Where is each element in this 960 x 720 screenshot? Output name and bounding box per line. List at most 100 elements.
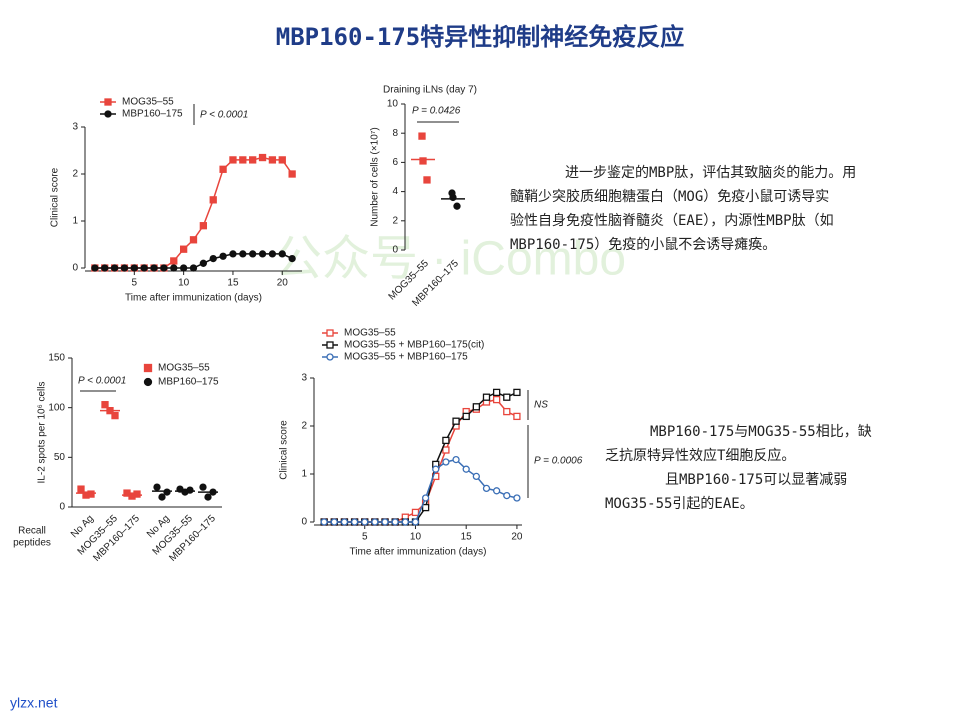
paragraph-line: 髓鞘少突胶质细胞糖蛋白（MOG）免疫小鼠可诱导实 [510,188,829,205]
marker [411,508,420,517]
marker [513,412,521,421]
marker [419,157,427,165]
marker [219,165,227,173]
marker [249,156,257,164]
paragraph-line: MOG35-55引起的EAE。 [605,496,754,512]
marker [77,485,85,493]
x-axis-label: Recall [18,526,46,537]
marker [361,518,369,526]
y-tick-label: 6 [392,157,398,168]
y-tick-label: 0 [59,502,65,513]
paragraph-line: 进一步鉴定的MBP肽，评估其致脑炎的能力。用 [565,165,856,181]
marker [453,202,461,210]
slide-title: MBP160-175特异性抑制神经免疫反应 [276,23,685,51]
legend-label: MOG35–55 [122,97,174,108]
marker [278,156,286,164]
y-tick-label: 0 [392,245,398,256]
marker [179,245,188,253]
marker [442,436,450,445]
marker [350,518,359,526]
x-tick-label: 5 [132,278,138,289]
marker [492,395,501,404]
annotation: P = 0.0006 [534,456,583,467]
marker [421,494,430,502]
marker [513,494,521,502]
marker [133,490,141,498]
y-axis-label: Clinical score [279,420,290,480]
marker [452,455,460,464]
y-tick-label: 8 [392,128,398,139]
marker [278,250,286,258]
y-tick-label: 0 [301,517,307,528]
marker [401,518,409,526]
marker [513,388,521,397]
legend-label: MOG35–55 + MBP160–175(cit) [344,340,484,351]
x-tick-label: 15 [227,278,239,289]
marker [411,518,420,526]
marker [340,518,349,526]
marker [204,493,212,501]
marker [288,170,296,178]
marker [326,353,334,361]
marker [150,264,158,272]
series-line [324,391,518,523]
annotation: NS [534,400,548,411]
marker [452,417,460,425]
marker [229,250,237,258]
marker [288,254,296,263]
marker [268,250,277,258]
paragraph-line: 验性自身免疫性脑脊髓炎（EAE），内源性MBP肽（如 [510,213,834,229]
marker [91,264,99,272]
marker [179,264,188,272]
y-tick-label: 50 [54,452,66,463]
x-axis-label: Time after immunization (days) [125,293,262,304]
y-tick-label: 1 [301,469,307,480]
marker [163,488,171,496]
y-tick-label: 2 [72,169,78,180]
marker [158,493,166,501]
y-tick-label: 1 [72,216,78,227]
y-tick-label: 10 [387,99,399,110]
marker [120,264,129,272]
watermark: 公众号 · iCombo [274,233,626,286]
marker [101,401,109,409]
y-axis-label: Clinical score [50,167,61,227]
marker [482,393,491,401]
marker [462,465,470,473]
marker [418,132,426,140]
x-axis-label: Time after immunization (days) [350,547,487,558]
x-tick-label: 10 [410,532,422,543]
x-tick-label: 10 [178,278,190,289]
marker [391,518,399,526]
x-tick-label: 15 [461,532,473,543]
marker [104,110,112,118]
marker [209,254,217,263]
marker [189,236,198,244]
paragraph-line: MBP160-175）免疫的小鼠不会诱导瘫痪。 [510,237,776,253]
marker [258,250,267,258]
y-tick-label: 150 [48,353,65,364]
marker [371,518,379,526]
y-tick-label: 4 [392,186,398,197]
marker [189,264,198,272]
x-tick-label: 20 [277,278,289,289]
y-tick-label: 2 [392,215,398,226]
marker [326,329,334,337]
legend-label: MBP160–175 [122,109,183,120]
marker [140,264,148,272]
x-axis-label: peptides [13,538,51,549]
marker [111,411,119,420]
marker [421,503,430,512]
marker [87,490,95,498]
series-line [324,398,518,523]
marker [503,407,511,416]
marker [239,156,247,164]
marker [268,156,277,164]
marker [153,483,161,491]
marker [249,250,257,258]
paragraph-line: 且MBP160-175可以显著减弱 [665,472,847,488]
marker [462,412,470,421]
marker [219,252,227,260]
marker [442,458,450,466]
marker [160,264,168,272]
